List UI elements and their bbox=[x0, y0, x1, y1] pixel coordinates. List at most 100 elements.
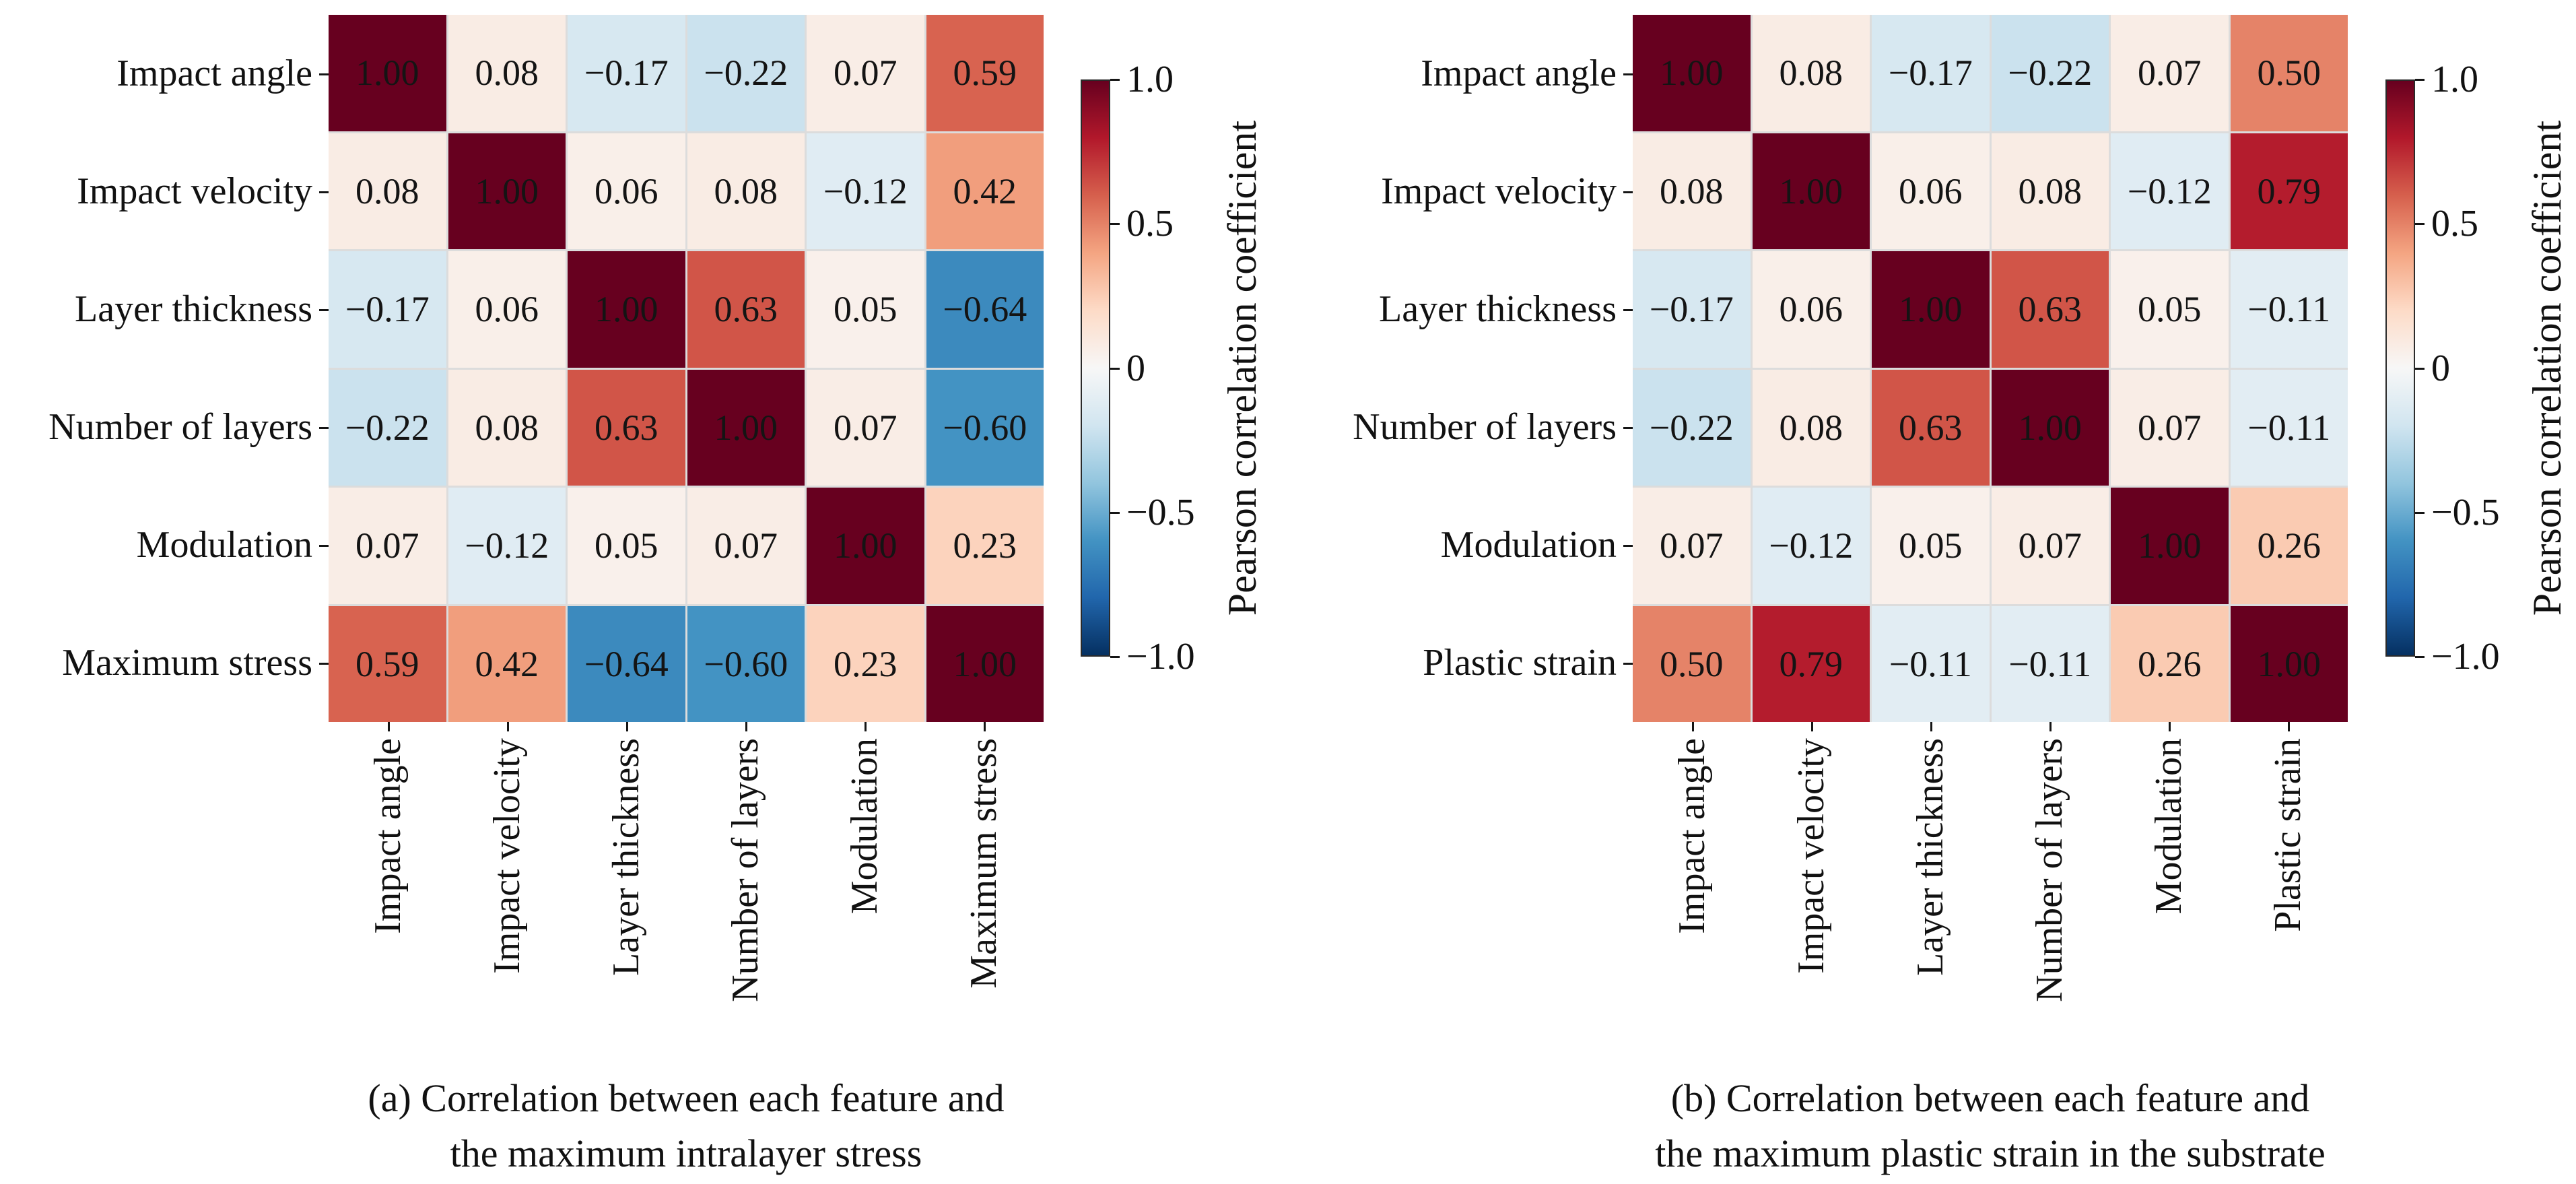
column-label-text: Impact velocity bbox=[1790, 738, 1832, 974]
heatmap-cell: 0.23 bbox=[926, 488, 1044, 604]
heatmap-cell: −0.60 bbox=[926, 369, 1044, 486]
x-tick bbox=[625, 722, 628, 731]
heatmap-cell: 1.00 bbox=[687, 369, 805, 486]
column-label: Plastic strain bbox=[2229, 738, 2348, 932]
heatmap-cell: 1.00 bbox=[1633, 15, 1751, 131]
colorbar-tick-label: 0 bbox=[1126, 347, 1145, 389]
heatmap-cell: 0.08 bbox=[1752, 15, 1870, 131]
heatmap-cell: 0.08 bbox=[329, 133, 446, 249]
colorbar-tick bbox=[2415, 367, 2425, 370]
heatmap-cell: 0.79 bbox=[2230, 133, 2348, 249]
x-tick bbox=[387, 722, 390, 731]
column-label: Impact velocity bbox=[1752, 738, 1871, 974]
heatmap-grid: 1.00 0.08 −0.17 −0.22 0.07 0.59 0.08 1.00 0.06 0.… bbox=[329, 15, 1044, 722]
y-tick bbox=[1623, 544, 1633, 547]
heatmap-cell: 0.63 bbox=[1991, 251, 2109, 368]
x-tick bbox=[2287, 722, 2290, 731]
heatmap-cell: 0.42 bbox=[448, 605, 566, 722]
caption-line-1: (b) Correlation between each feature and bbox=[1670, 1076, 2310, 1120]
heatmap-cell: 0.07 bbox=[2111, 369, 2229, 486]
colorbar-tick-label: 1.0 bbox=[2431, 59, 2478, 100]
heatmap-cell: −0.11 bbox=[2230, 251, 2348, 368]
heatmap-cell: 0.07 bbox=[1633, 488, 1751, 604]
heatmap-cell: 0.06 bbox=[568, 133, 685, 249]
heatmap-cell: 0.08 bbox=[448, 15, 566, 131]
colorbar-tick bbox=[1110, 511, 1120, 514]
colorbar-tick bbox=[1110, 367, 1120, 370]
column-label-text: Number of layers bbox=[2028, 738, 2070, 1002]
x-tick bbox=[506, 722, 509, 731]
row-label: Plastic strain bbox=[1423, 642, 1617, 684]
y-tick bbox=[319, 544, 329, 547]
heatmap-cell: 0.08 bbox=[448, 369, 566, 486]
heatmap-cell: 0.05 bbox=[1872, 488, 1990, 604]
heatmap-cell: 1.00 bbox=[926, 605, 1044, 722]
y-axis-labels: Impact angle Impact velocity Layer thickne… bbox=[0, 15, 312, 722]
heatmap-cell: −0.22 bbox=[1991, 15, 2109, 131]
row-label: Layer thickness bbox=[1379, 288, 1617, 330]
column-label: Number of layers bbox=[1990, 738, 2109, 1002]
x-tick bbox=[2049, 722, 2052, 731]
heatmap-cell: 0.50 bbox=[1633, 605, 1751, 722]
column-label: Impact angle bbox=[1633, 738, 1752, 934]
heatmap-cell: 1.00 bbox=[568, 251, 685, 368]
heatmap-cell: 0.08 bbox=[1633, 133, 1751, 249]
colorbar-tick-label: −0.5 bbox=[1126, 491, 1195, 533]
row-label: Maximum stress bbox=[62, 642, 312, 684]
colorbar-tick-label: −1.0 bbox=[1126, 636, 1195, 678]
x-tick bbox=[1930, 722, 1932, 731]
heatmap-cell: 1.00 bbox=[1752, 133, 1870, 249]
row-label: Number of layers bbox=[48, 406, 312, 448]
heatmap-cell: −0.12 bbox=[1752, 488, 1870, 604]
column-label-text: Modulation bbox=[2147, 738, 2190, 915]
heatmap-cell: −0.22 bbox=[1633, 369, 1751, 486]
colorbar-label: Pearson correlation coefficient bbox=[2515, 79, 2576, 657]
row-label: Layer thickness bbox=[75, 288, 312, 330]
heatmap-cell: −0.17 bbox=[329, 251, 446, 368]
heatmap-cell: 1.00 bbox=[2111, 488, 2229, 604]
heatmap-cell: 0.07 bbox=[329, 488, 446, 604]
x-tick bbox=[745, 722, 747, 731]
heatmap-cell: 0.08 bbox=[1991, 133, 2109, 249]
colorbar-tick bbox=[2415, 79, 2425, 81]
heatmap-cell: 0.08 bbox=[687, 133, 805, 249]
heatmap-cell: −0.22 bbox=[329, 369, 446, 486]
caption-line-2: the maximum intralayer stress bbox=[450, 1131, 922, 1175]
colorbar-tick-label: 0.5 bbox=[2431, 203, 2478, 245]
y-tick bbox=[319, 308, 329, 311]
colorbar-tick bbox=[1110, 656, 1120, 658]
colorbar-tick-label: 1.0 bbox=[1126, 59, 1174, 100]
colorbar-label-text: Pearson correlation coefficient bbox=[2525, 120, 2569, 616]
colorbar-tick-label: 0 bbox=[2431, 347, 2450, 389]
heatmap-cell: −0.11 bbox=[1872, 605, 1990, 722]
colorbar-tick bbox=[2415, 656, 2425, 658]
y-tick bbox=[319, 662, 329, 665]
row-label: Impact angle bbox=[116, 53, 312, 94]
row-label: Modulation bbox=[136, 524, 312, 566]
heatmap-cell: 0.07 bbox=[807, 369, 924, 486]
colorbar-tick bbox=[1110, 223, 1120, 226]
panel-caption: (a) Correlation between each feature and… bbox=[181, 1071, 1191, 1181]
colorbar-gradient bbox=[2385, 79, 2415, 657]
heatmap-cell: 0.07 bbox=[2111, 15, 2229, 131]
caption-line-2: the maximum plastic strain in the substr… bbox=[1655, 1131, 2326, 1175]
y-tick bbox=[1623, 662, 1633, 665]
x-tick bbox=[864, 722, 867, 731]
heatmap-cell: −0.11 bbox=[2230, 369, 2348, 486]
row-label: Number of layers bbox=[1353, 406, 1617, 448]
heatmap-cell: −0.12 bbox=[2111, 133, 2229, 249]
column-label-text: Impact angle bbox=[1670, 738, 1713, 934]
heatmap-cell: 1.00 bbox=[448, 133, 566, 249]
heatmap-cell: 1.00 bbox=[1991, 369, 2109, 486]
y-tick bbox=[1623, 308, 1633, 311]
colorbar-tick bbox=[2415, 223, 2425, 226]
x-tick bbox=[1810, 722, 1813, 731]
heatmap-cell: −0.64 bbox=[568, 605, 685, 722]
caption-line-1: (a) Correlation between each feature and bbox=[368, 1076, 1005, 1120]
heatmap-cell: 1.00 bbox=[329, 15, 446, 131]
heatmap-cell: 0.63 bbox=[687, 251, 805, 368]
column-label-text: Layer thickness bbox=[1909, 738, 1951, 976]
heatmap-cell: 0.59 bbox=[926, 15, 1044, 131]
